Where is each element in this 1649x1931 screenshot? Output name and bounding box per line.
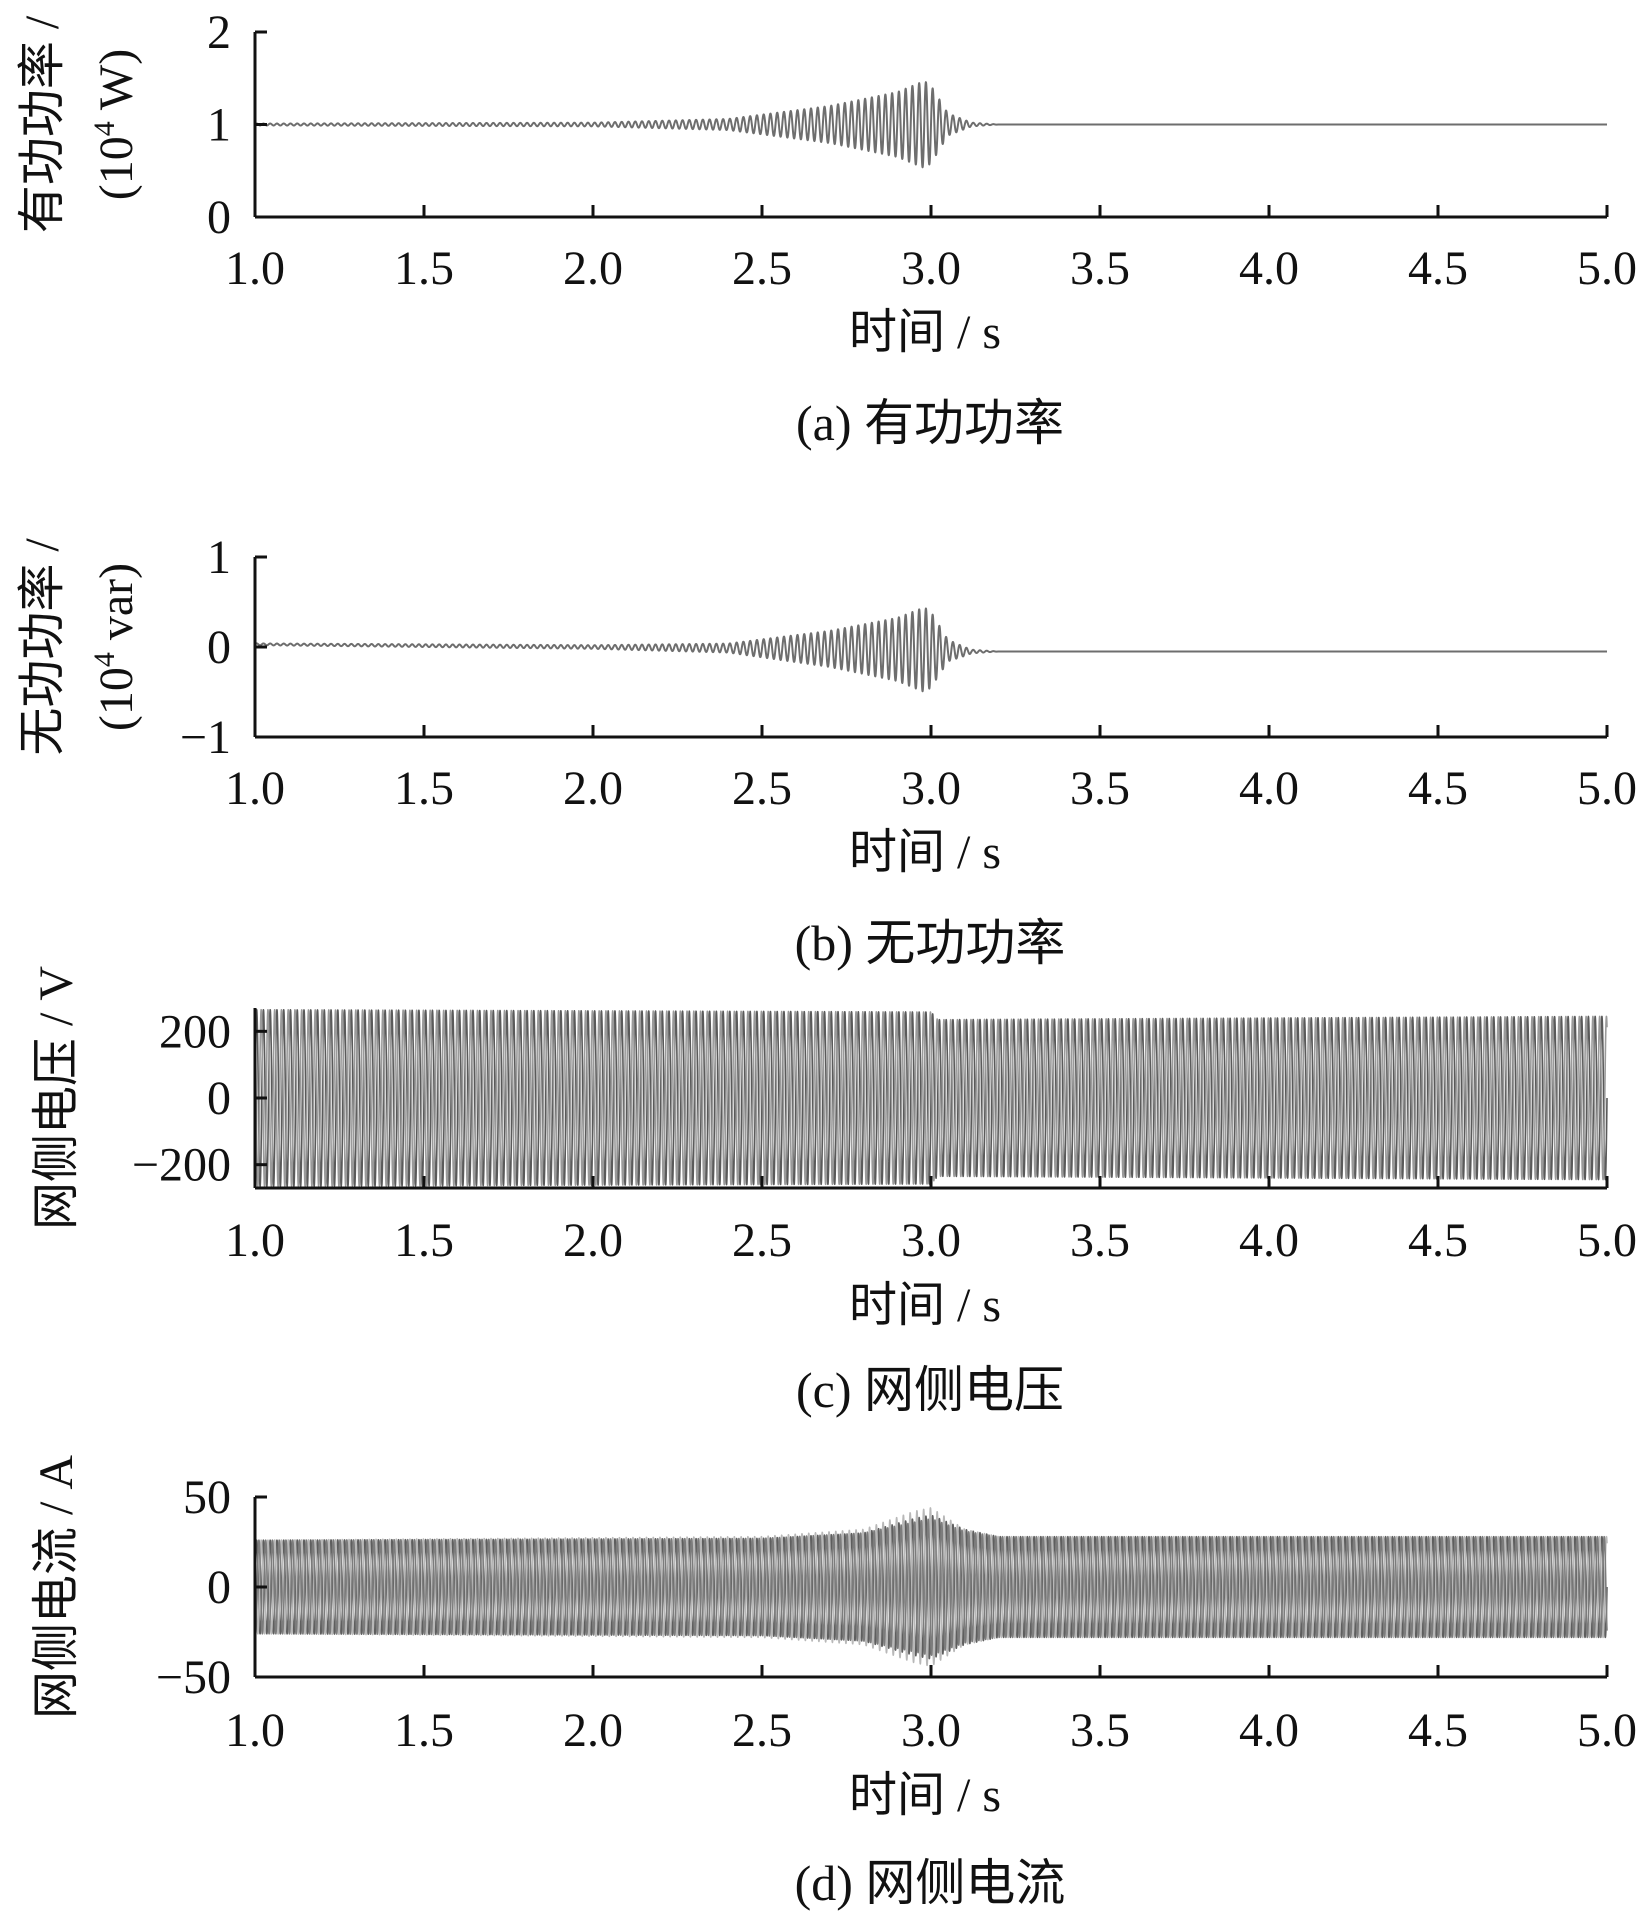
- x-tick-label: 3.5: [1070, 242, 1130, 295]
- panel-caption: (c) 网侧电压: [796, 1362, 1064, 1418]
- y-tick-label: −200: [132, 1139, 231, 1192]
- y-axis-unit-exponent: 4: [88, 121, 121, 136]
- x-tick-label: 2.5: [732, 1214, 792, 1267]
- x-tick-label: 3.5: [1070, 762, 1130, 815]
- x-axis-title: 时间 / s: [849, 1769, 1001, 1822]
- x-tick-label: 3.0: [901, 762, 961, 815]
- x-tick-label: 4.0: [1239, 1214, 1299, 1267]
- x-tick-label: 5.0: [1577, 242, 1637, 295]
- series-line-1: [254, 1514, 1608, 1660]
- y-axis-title: 有功功率 /: [16, 15, 69, 233]
- x-tick-label: 2.0: [563, 762, 623, 815]
- x-tick-label: 3.5: [1070, 1214, 1130, 1267]
- x-tick-label: 2.0: [563, 242, 623, 295]
- series-line-2: [254, 1507, 1608, 1667]
- panel-b-reactive-power: 1.0 1.5 2.0 2.5 3.0 3.5 4.0 4.5 5.0 −1 0 1 时间 / s 无功功…: [0, 500, 1649, 971]
- y-tick-label: 0: [207, 1561, 231, 1614]
- y-axis-title: 网侧电流 / A: [30, 1455, 83, 1719]
- x-axis-title: 时间 / s: [849, 1279, 1001, 1332]
- series-line-1: [254, 1008, 1608, 1188]
- y-axis-unit-base: (10: [90, 667, 143, 731]
- chart-active-power: 1.0 1.5 2.0 2.5 3.0 3.5 4.0 4.5 5.0 0 1 2 时间 / s 有功功率…: [16, 6, 1637, 451]
- x-tick-label: 4.5: [1408, 1214, 1468, 1267]
- chart-reactive-power: 1.0 1.5 2.0 2.5 3.0 3.5 4.0 4.5 5.0 −1 0 1 时间 / s 无功功…: [16, 531, 1637, 971]
- x-axis-title: 时间 / s: [849, 306, 1001, 359]
- panel-c-grid-voltage: 1.0 1.5 2.0 2.5 3.0 3.5 4.0 4.5 5.0 −200 0 200 时间 / …: [0, 966, 1649, 1440]
- y-axis-unit-base: (10: [90, 136, 143, 200]
- series-line-1: [254, 607, 1608, 693]
- x-tick-label: 1.5: [394, 1214, 454, 1267]
- y-tick-label: 0: [207, 191, 231, 244]
- y-tick-label: 1: [207, 99, 231, 152]
- x-tick-label: 3.0: [901, 1704, 961, 1757]
- panel-a-active-power: 1.0 1.5 2.0 2.5 3.0 3.5 4.0 4.5 5.0 0 1 2 时间 / s 有功功率…: [0, 0, 1649, 500]
- x-tick-label: 4.5: [1408, 1704, 1468, 1757]
- x-tick-label: 2.5: [732, 762, 792, 815]
- y-axis-unit-tail: var): [90, 563, 143, 652]
- chart-grid-voltage: 1.0 1.5 2.0 2.5 3.0 3.5 4.0 4.5 5.0 −200 0 200 时间 / …: [30, 966, 1637, 1418]
- y-axis-title: 无功功率 /: [16, 538, 69, 756]
- x-tick-label: 5.0: [1577, 1214, 1637, 1267]
- y-tick-label: 50: [183, 1471, 231, 1524]
- x-tick-label: 3.0: [901, 242, 961, 295]
- x-tick-label: 4.5: [1408, 762, 1468, 815]
- x-tick-label: 2.0: [563, 1214, 623, 1267]
- x-tick-label: 3.5: [1070, 1704, 1130, 1757]
- y-tick-label: 1: [207, 531, 231, 584]
- y-axis-unit-exponent: 4: [88, 652, 121, 667]
- series-line-2: [254, 1008, 1608, 1188]
- y-axis-title-unit: (104 var): [88, 563, 143, 731]
- y-axis-unit-tail: W): [90, 49, 143, 121]
- x-tick-label: 2.5: [732, 1704, 792, 1757]
- x-tick-label: 4.0: [1239, 762, 1299, 815]
- y-tick-label: 0: [207, 1072, 231, 1125]
- x-tick-label: 1.5: [394, 762, 454, 815]
- x-tick-label: 2.5: [732, 242, 792, 295]
- y-axis-title: 网侧电压 / V: [30, 966, 83, 1230]
- y-tick-label: −1: [180, 711, 231, 764]
- panel-caption: (a) 有功功率: [796, 395, 1064, 451]
- y-tick-label: 2: [207, 6, 231, 59]
- x-tick-label: 1.0: [225, 242, 285, 295]
- y-tick-label: −50: [156, 1651, 231, 1704]
- x-tick-label: 2.0: [563, 1704, 623, 1757]
- x-tick-label: 1.0: [225, 762, 285, 815]
- panel-caption: (b) 无功功率: [795, 915, 1066, 971]
- y-axis-title-unit: (104 W): [88, 49, 143, 200]
- series-line-1: [254, 81, 1608, 169]
- x-tick-label: 1.0: [225, 1214, 285, 1267]
- x-tick-label: 1.0: [225, 1704, 285, 1757]
- chart-grid-current: 1.0 1.5 2.0 2.5 3.0 3.5 4.0 4.5 5.0 −50 0 50 时间 / s 网…: [30, 1455, 1637, 1911]
- x-tick-label: 5.0: [1577, 1704, 1637, 1757]
- x-tick-label: 3.0: [901, 1214, 961, 1267]
- x-tick-label: 4.0: [1239, 1704, 1299, 1757]
- x-tick-label: 5.0: [1577, 762, 1637, 815]
- series-line-3: [254, 1518, 1608, 1656]
- panel-d-grid-current: 1.0 1.5 2.0 2.5 3.0 3.5 4.0 4.5 5.0 −50 0 50 时间 / s 网…: [0, 1440, 1649, 1931]
- x-tick-label: 1.5: [394, 242, 454, 295]
- x-tick-label: 4.5: [1408, 242, 1468, 295]
- y-tick-label: 0: [207, 621, 231, 674]
- x-tick-label: 4.0: [1239, 242, 1299, 295]
- y-tick-label: 200: [159, 1005, 231, 1058]
- x-tick-label: 1.5: [394, 1704, 454, 1757]
- panel-caption: (d) 网侧电流: [795, 1855, 1066, 1911]
- x-axis-title: 时间 / s: [849, 826, 1001, 879]
